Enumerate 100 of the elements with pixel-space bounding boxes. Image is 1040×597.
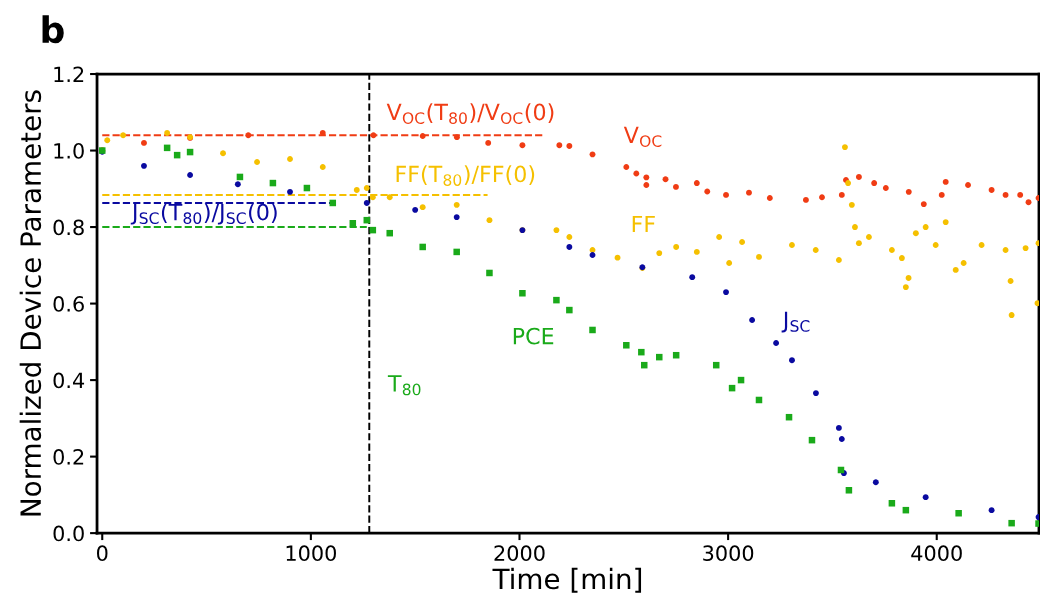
y-tick-label: 0.0 (53, 525, 84, 542)
point (872, 479, 879, 486)
point (812, 247, 819, 253)
series-label: V$_{OC}$ (623, 126, 662, 147)
point (1002, 191, 1009, 198)
point (888, 247, 895, 253)
point (988, 507, 995, 514)
point (1007, 278, 1014, 284)
point (623, 164, 630, 170)
x-tick-label: 2000 (494, 545, 545, 562)
point (922, 494, 929, 501)
point (656, 250, 663, 257)
point (965, 182, 971, 188)
point (746, 189, 752, 196)
y-tick-label: 1.0 (54, 143, 84, 159)
point (888, 500, 896, 507)
point (556, 142, 563, 149)
y-tick-label: 0.8 (53, 219, 84, 236)
point (723, 289, 729, 296)
point (838, 436, 845, 442)
point (898, 255, 905, 261)
point (845, 180, 852, 187)
point (254, 159, 260, 165)
point (566, 244, 573, 250)
point (673, 244, 680, 250)
point (689, 274, 696, 281)
point (693, 248, 700, 255)
point (386, 229, 393, 237)
point (419, 243, 426, 251)
text: b (42, 15, 64, 44)
series-label: FF(T$_{80}$)/FF(0) (396, 165, 535, 186)
point (120, 132, 127, 139)
point (988, 187, 995, 193)
point (353, 187, 360, 193)
point (704, 188, 711, 195)
point (749, 317, 756, 323)
point (1022, 245, 1029, 252)
point (640, 361, 648, 369)
point (141, 162, 147, 169)
point (773, 340, 780, 346)
point (566, 306, 573, 314)
point (553, 227, 560, 234)
point (852, 224, 858, 230)
point (419, 133, 426, 139)
point (453, 214, 460, 221)
point (955, 509, 962, 517)
point (845, 487, 853, 494)
point (865, 234, 872, 240)
point (835, 257, 842, 263)
x-axis-title: Time [min] (492, 567, 642, 593)
point (726, 260, 733, 266)
series-label: J$_{SC}$(T$_{80}$)/J$_{SC}$(0) (130, 203, 277, 225)
point (789, 242, 795, 248)
point (902, 284, 909, 291)
point (614, 254, 621, 261)
point (756, 253, 762, 260)
x-tick-label: 3000 (703, 545, 754, 562)
point (882, 185, 889, 191)
point (370, 132, 377, 139)
point (1034, 300, 1039, 307)
point (638, 348, 645, 356)
point (662, 176, 669, 183)
point (1025, 199, 1032, 206)
point (369, 194, 376, 201)
point (673, 183, 679, 190)
point (932, 242, 939, 248)
y-tick-label: 0.4 (53, 372, 85, 389)
point (905, 188, 912, 195)
point (287, 188, 293, 195)
point (486, 269, 493, 277)
point (589, 326, 596, 334)
point (164, 130, 171, 136)
point (855, 174, 862, 180)
point (187, 172, 194, 178)
point (838, 191, 845, 198)
point (802, 196, 809, 203)
x-tick-label: 0 (96, 545, 108, 562)
point (739, 239, 746, 245)
point (566, 143, 573, 149)
series-label: J$_{SC}$ (781, 311, 810, 333)
point (716, 234, 723, 240)
point (453, 201, 460, 208)
series-label: PCE (513, 327, 554, 345)
point (922, 224, 929, 230)
point (245, 132, 252, 139)
point (553, 296, 560, 304)
point (319, 164, 326, 170)
x-tick-label: 4000 (911, 545, 962, 562)
point (978, 242, 985, 248)
point (942, 219, 949, 226)
point (319, 130, 326, 136)
point (920, 201, 927, 208)
point (643, 182, 650, 188)
series-label: V$_{OC}$(T$_{80}$)/V$_{OC}$(0) (386, 103, 554, 124)
point (412, 206, 419, 213)
point (363, 185, 370, 191)
point (855, 240, 862, 247)
point (1002, 247, 1009, 253)
point (952, 266, 959, 273)
point (766, 195, 773, 201)
